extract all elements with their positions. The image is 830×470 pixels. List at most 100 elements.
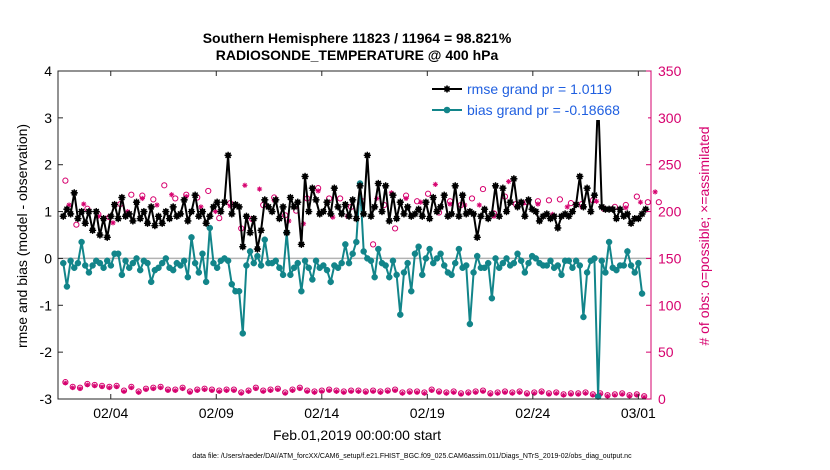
rmse-point-ray <box>287 194 294 201</box>
rmse-series <box>59 93 650 253</box>
obs-assimilated-marker <box>652 189 658 195</box>
rmse-point-ray <box>232 201 239 208</box>
rmse-point-ray <box>239 243 246 250</box>
obs-possible-marker <box>337 195 344 202</box>
obs-assimilated-marker <box>66 202 72 208</box>
obs-possible-marker <box>172 195 179 202</box>
obs-assimilated-marker-stroke <box>623 205 629 211</box>
bias-point <box>397 311 404 318</box>
obs-low-assimilated-marker-stroke <box>195 388 200 393</box>
rmse-point-ray <box>360 210 367 217</box>
bias-point <box>177 262 184 269</box>
obs-low-assimilated-marker-stroke <box>627 394 632 399</box>
rmse-point <box>235 203 243 211</box>
obs-low-assimilated-marker-stroke <box>173 388 178 393</box>
obs-possible-marker <box>633 193 640 200</box>
rmse-point-ray <box>276 215 283 222</box>
obs-assimilated-marker-stroke <box>535 201 541 207</box>
obs-low-assimilated-marker <box>443 390 449 396</box>
obs-assimilated-marker-stroke <box>638 200 643 205</box>
obs-low-assimilated-marker <box>546 391 552 397</box>
rmse-point-ray <box>642 206 649 213</box>
obs-low-assimilated-marker-stroke <box>114 384 119 389</box>
obs-low-assimilated-marker <box>326 388 332 393</box>
rmse-point-ray <box>613 215 620 222</box>
bias-point <box>224 257 232 265</box>
bias-point <box>195 269 203 276</box>
rmse-point <box>286 193 294 202</box>
chart-title-line2: RADIOSONDE_TEMPERATURE @ 400 hPa <box>216 47 499 63</box>
bias-point <box>419 271 426 279</box>
rmse-point <box>228 210 236 218</box>
obs-low-assimilated-marker-stroke <box>341 390 346 395</box>
rmse-point-ray <box>580 203 587 210</box>
rmse-point <box>565 212 573 220</box>
bias-point <box>635 259 642 267</box>
rmse-point-ray <box>525 196 532 203</box>
rmse-point-ray <box>140 208 147 215</box>
bias-point <box>631 269 638 276</box>
obs-assimilated-marker-stroke <box>110 220 116 226</box>
rmse-point <box>151 222 159 230</box>
bias-point <box>301 257 309 265</box>
y-right-tick-label: 350 <box>658 63 682 79</box>
rmse-point-ray <box>159 220 166 227</box>
rmse-point <box>184 217 192 225</box>
rmse-point <box>579 203 588 211</box>
obs-low-assimilated-marker-stroke <box>583 391 588 396</box>
rmse-point-ray <box>565 213 572 220</box>
bias-point <box>411 250 419 257</box>
rmse-point-ray <box>214 199 221 206</box>
obs-low-assimilated-marker-stroke <box>202 387 207 392</box>
obs-low-assimilated-marker-stroke <box>209 388 214 393</box>
rmse-point-ray <box>397 199 404 206</box>
rmse-point <box>345 212 353 220</box>
bias-point <box>517 257 525 265</box>
bias-point <box>510 259 518 267</box>
rmse-point-ray <box>587 208 594 215</box>
rmse-point-ray <box>89 227 96 234</box>
obs-assimilated-marker-stroke <box>418 200 423 205</box>
obs-low-assimilated-marker <box>385 389 391 394</box>
bias-point <box>393 271 400 279</box>
bias-point <box>155 264 162 272</box>
obs-low-assimilated-marker <box>400 390 405 396</box>
bias-point <box>78 238 85 246</box>
obs-possible-marker <box>205 187 212 195</box>
obs-assimilated-marker <box>637 199 644 205</box>
obs-low-assimilated-marker-stroke <box>568 392 573 397</box>
bias-point <box>213 264 221 272</box>
rmse-point-ray <box>181 196 188 203</box>
rmse-point-ray <box>104 234 111 241</box>
legend-bias-marker <box>443 106 451 114</box>
rmse-point-ray <box>305 208 312 215</box>
rmse-point <box>74 215 82 223</box>
rmse-point <box>378 207 386 216</box>
rmse-point-ray <box>499 185 506 192</box>
rmse-point-ray <box>382 182 389 189</box>
rmse-point <box>568 207 577 216</box>
obs-low-assimilated-marker <box>172 388 178 393</box>
obs-assimilated-marker-stroke <box>433 182 438 187</box>
bias-point <box>294 259 301 267</box>
bias-point <box>404 259 411 267</box>
obs-low-assimilated-marker-stroke <box>466 391 471 396</box>
rmse-point-ray <box>345 213 353 220</box>
obs-low-assimilated-marker <box>590 392 596 398</box>
rmse-point <box>469 210 478 218</box>
rmse-point <box>114 215 122 223</box>
rmse-point <box>338 210 346 218</box>
rmse-point-ray <box>155 213 162 220</box>
obs-low-assimilated-marker <box>70 385 76 391</box>
bias-point <box>451 259 459 267</box>
rmse-point <box>129 217 137 225</box>
obs-low-assimilated-marker <box>209 388 215 393</box>
bias-point <box>360 248 367 255</box>
rmse-point-ray <box>93 208 100 215</box>
rmse-point-ray <box>481 206 488 213</box>
obs-low-assimilated-marker <box>143 387 149 393</box>
bias-point <box>243 262 250 269</box>
obs-low-assimilated-marker <box>319 389 325 394</box>
rmse-point <box>297 240 305 248</box>
